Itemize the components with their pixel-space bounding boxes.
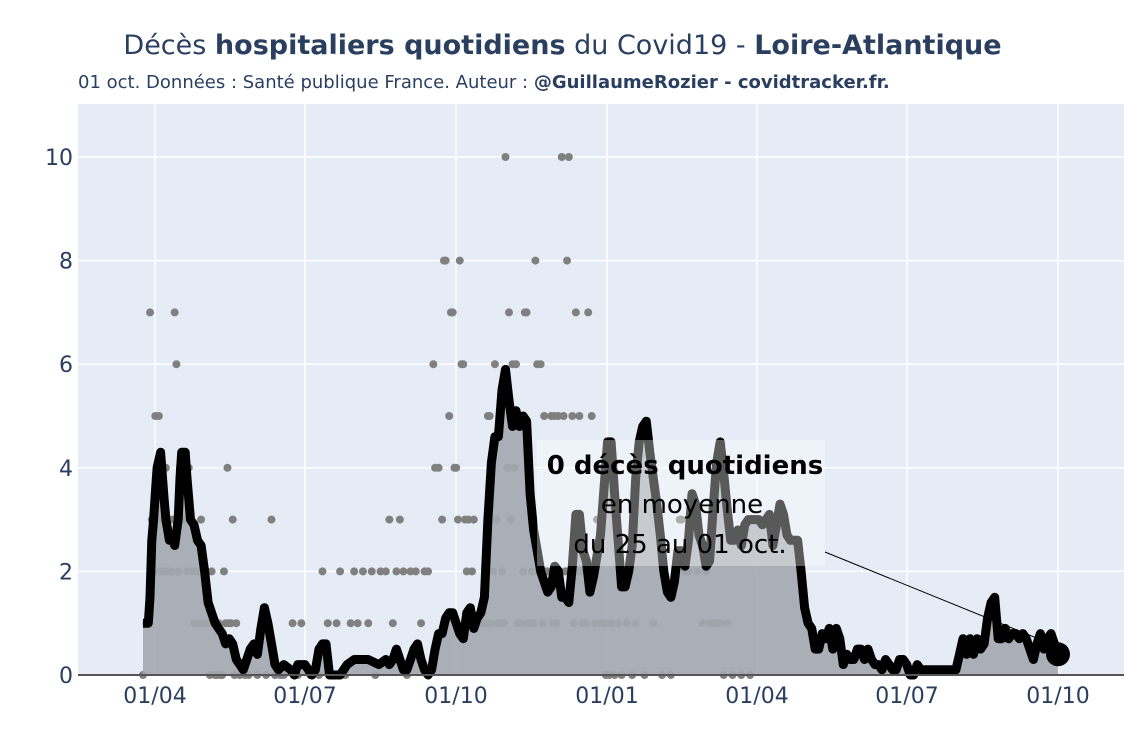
data-point — [429, 360, 438, 369]
data-point — [207, 567, 216, 576]
x-tick-label: 01/10 — [424, 684, 487, 709]
y-tick-label: 0 — [59, 664, 73, 689]
data-point — [505, 308, 513, 317]
data-point — [146, 308, 155, 317]
data-point — [219, 567, 228, 576]
data-point — [445, 412, 454, 420]
data-point — [563, 256, 572, 265]
x-tick-label: 01/07 — [273, 684, 336, 709]
data-point — [455, 256, 464, 265]
grid-lines — [78, 104, 1124, 675]
x-tick-label: 01/10 — [1026, 684, 1089, 709]
data-point — [388, 619, 397, 628]
data-point — [172, 360, 181, 369]
data-point — [267, 515, 276, 524]
data-point — [568, 412, 577, 420]
data-point — [364, 619, 373, 628]
data-point — [540, 412, 549, 420]
annotation-line3: du 25 au 01 oct. — [573, 530, 786, 560]
data-point — [336, 567, 345, 576]
chart-subtitle: 01 oct. Données : Santé publique France.… — [78, 72, 890, 93]
annotation-box: 0 décès quotidiens en moyenne du 25 au 0… — [537, 440, 1053, 645]
y-tick-label: 2 — [59, 560, 73, 585]
data-point — [417, 619, 426, 628]
data-point — [411, 567, 420, 576]
chart-title: Décès hospitaliers quotidiens du Covid19… — [123, 30, 1002, 61]
x-axis-ticks: 01/04 01/07 01/10 01/01 01/04 01/07 01/10 — [123, 684, 1089, 709]
data-point — [424, 567, 433, 576]
annotation-line1: 0 décès quotidiens — [547, 451, 823, 481]
data-point — [564, 153, 573, 161]
x-tick-label: 01/01 — [575, 684, 638, 709]
data-point — [468, 567, 477, 576]
data-point — [346, 619, 355, 628]
data-point — [531, 256, 540, 265]
data-point — [395, 515, 404, 524]
data-point — [557, 153, 566, 161]
data-point — [490, 360, 499, 369]
data-point — [571, 308, 580, 317]
x-tick-label: 01/04 — [725, 684, 788, 709]
data-point — [594, 463, 603, 472]
data-point — [584, 308, 593, 317]
data-point — [288, 619, 297, 628]
y-axis-ticks: 0 2 4 6 8 10 — [45, 146, 73, 689]
annotation-line2: en moyenne — [601, 490, 763, 520]
data-point — [297, 619, 306, 628]
data-point — [323, 619, 332, 628]
area-fill — [143, 369, 1058, 675]
data-point — [392, 567, 401, 576]
last-point-marker — [1046, 642, 1070, 667]
data-point — [448, 308, 457, 317]
data-point — [438, 515, 447, 524]
data-point — [452, 463, 461, 472]
data-point — [381, 567, 390, 576]
x-tick-label: 01/07 — [875, 684, 938, 709]
line-series — [143, 364, 1062, 680]
data-point — [154, 412, 163, 420]
data-point — [197, 515, 206, 524]
data-point — [228, 515, 237, 524]
y-tick-label: 8 — [59, 250, 73, 275]
data-point — [332, 619, 341, 628]
data-point — [441, 256, 450, 265]
data-point — [358, 567, 367, 576]
data-point — [453, 515, 462, 524]
data-point — [350, 567, 359, 576]
data-point — [469, 515, 478, 524]
y-tick-label: 10 — [45, 146, 73, 171]
annotation-arrow — [824, 551, 1053, 645]
data-point — [587, 412, 596, 420]
data-point — [459, 360, 468, 369]
data-point — [536, 360, 545, 369]
data-point — [385, 515, 394, 524]
data-point — [434, 463, 443, 472]
data-point — [170, 308, 179, 317]
data-point — [522, 308, 531, 317]
data-point — [223, 463, 232, 472]
data-point — [353, 619, 362, 628]
data-point — [575, 412, 584, 420]
data-point — [512, 360, 521, 369]
data-point — [485, 412, 494, 420]
data-point — [318, 567, 327, 576]
data-point — [501, 153, 510, 161]
data-point — [232, 619, 241, 628]
data-point — [559, 412, 568, 420]
y-tick-label: 4 — [59, 457, 73, 482]
data-point — [367, 567, 376, 576]
x-tick-label: 01/04 — [123, 684, 186, 709]
data-point — [399, 567, 408, 576]
y-tick-label: 6 — [59, 353, 73, 378]
data-point — [677, 515, 686, 524]
